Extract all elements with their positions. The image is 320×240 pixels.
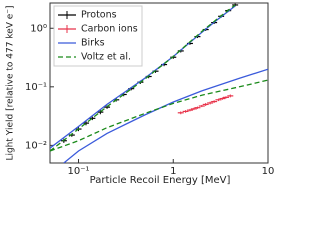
legend-box <box>53 5 143 67</box>
line <box>50 4 268 152</box>
y-tick-label: 10⁻¹ <box>25 82 47 93</box>
y-axis-label: Light Yield [relative to 477 keV e⁻] <box>6 5 16 160</box>
plot-frame <box>49 2 269 164</box>
x-tick-label: 1 <box>170 166 176 177</box>
x-axis-label: Particle Recoil Energy [MeV] <box>90 175 231 186</box>
y-tick-label: 10⁻² <box>25 140 47 151</box>
legend-label: Protons <box>81 10 117 21</box>
chart: Particle Recoil Energy [MeV] Light Yield… <box>6 2 275 186</box>
y-tick-label: 10⁰ <box>30 23 47 34</box>
legend-label: Carbon ions <box>81 24 138 35</box>
legend-label: Voltz et al. <box>81 52 131 63</box>
x-tick-label: 10 <box>262 166 275 177</box>
x-tick-label: 10⁻¹ <box>68 166 90 177</box>
legend-label: Birks <box>81 38 105 49</box>
